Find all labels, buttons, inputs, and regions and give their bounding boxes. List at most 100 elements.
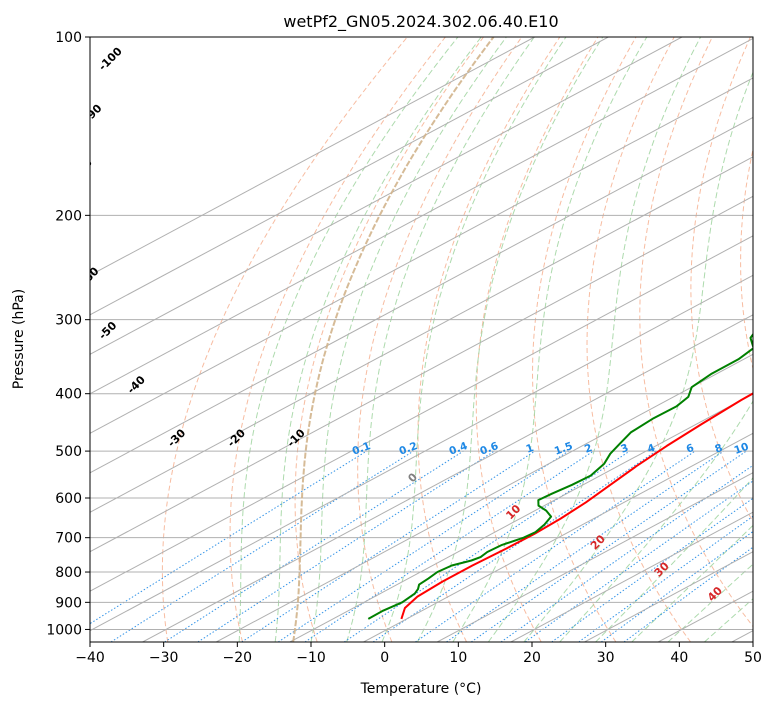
isotherm-line <box>90 156 753 513</box>
mixing-ratio-label: 0.2 <box>398 440 420 458</box>
mixing-ratio-line <box>277 450 569 642</box>
mixing-ratio-line <box>500 464 753 642</box>
y-tick-label: 200 <box>55 208 82 224</box>
mixing-ratio-line <box>164 450 464 642</box>
mixing-ratio-label: 3 <box>619 442 630 456</box>
y-axis-label: Pressure (hPa) <box>11 289 27 389</box>
temperature-line <box>400 392 753 620</box>
moist-adiabat-line <box>559 400 753 642</box>
adiabat-labels: -100-90-80-70-60-50-40-30 -20 -10 0.1 0.2 0.4… <box>72 44 775 604</box>
isotherm-line <box>90 274 753 632</box>
isotherm-line <box>90 195 753 553</box>
dry-adiabat-line <box>639 37 753 628</box>
dewpoint-line <box>367 332 753 620</box>
isotherm-line <box>363 432 753 642</box>
x-tick-label: 10 <box>449 650 467 666</box>
x-tick-label: −40 <box>75 650 105 666</box>
moist-adiabat-line <box>310 37 507 642</box>
isotherm-line <box>90 116 753 474</box>
isotherm-line <box>510 511 753 642</box>
dry-adiabat-line <box>417 37 561 642</box>
plot-frame <box>89 36 754 643</box>
moist-adiabat-line <box>346 37 535 642</box>
dry-adiabat-label: -50 <box>96 319 119 342</box>
isotherm-line <box>657 590 753 642</box>
mixing-ratio-line <box>197 450 495 642</box>
mixing-ratio-line <box>600 530 753 642</box>
x-tick-label: 40 <box>670 650 688 666</box>
dry-adiabat-line <box>357 37 523 642</box>
mixing-ratio-label: 13 <box>760 441 775 457</box>
y-tick-label: 400 <box>55 387 82 403</box>
dry-adiabat-line <box>740 147 753 371</box>
isotherm-line <box>289 393 753 642</box>
isotherm-line <box>90 77 753 434</box>
dry-adiabat-label: -80 <box>72 156 95 179</box>
background-lines <box>90 37 753 642</box>
isotherm-line <box>90 37 683 355</box>
isotherm-line <box>216 353 753 642</box>
dry-adiabat-label: -10 <box>285 426 308 449</box>
mixing-ratio-line <box>304 450 594 642</box>
dry-adiabat-label: -40 <box>125 373 148 396</box>
dry-adiabat-line <box>161 37 408 642</box>
mixing-ratio-label: 2 <box>583 442 594 456</box>
x-axis: −40 −30 −20 −10 0 10 20 30 40 50 <box>75 642 762 666</box>
moist-adiabat-label: 30 <box>652 559 672 579</box>
mixing-ratio-label: 6 <box>685 442 696 456</box>
dry-adiabat-line <box>475 37 599 642</box>
plot-area: -100-90-80-70-60-50-40-30 -20 -10 0.1 0.2 0.4… <box>72 37 775 642</box>
moist-adiabat-line <box>274 37 482 642</box>
mixing-ratio-line <box>343 450 630 642</box>
x-axis-label: Temperature (°C) <box>360 681 482 697</box>
y-axis: 100 200 300 400 500 600 700 800 900 1000 <box>46 30 90 638</box>
moist-adiabat-label: 10 <box>503 502 523 522</box>
y-tick-label: 900 <box>55 595 82 611</box>
mixing-ratio-label: 1 <box>524 442 535 456</box>
dry-adiabat-label: -100 <box>96 44 125 73</box>
isotherm-line <box>90 37 535 276</box>
x-tick-label: 50 <box>744 650 762 666</box>
moist-adiabat-line <box>487 37 702 642</box>
parcel-profile-line <box>292 37 495 642</box>
isotherm-line <box>437 472 753 642</box>
mixing-ratio-line <box>470 450 747 642</box>
moist-adiabat-label: 40 <box>705 584 725 604</box>
series-group <box>367 332 753 620</box>
mixing-ratio-label: 0.4 <box>448 440 470 458</box>
dry-adiabat-label: -60 <box>78 264 101 287</box>
mixing-ratio-line <box>415 450 696 642</box>
mixing-ratio-line <box>551 497 753 642</box>
isotherm-line <box>90 37 609 316</box>
moist-adiabat-line <box>238 37 459 642</box>
mixing-ratio-line <box>524 480 753 642</box>
dry-adiabat-label: -30 <box>165 426 188 449</box>
moist-adiabat-line <box>381 37 567 642</box>
dry-adiabat-line <box>294 37 484 642</box>
dry-adiabat-line <box>586 37 692 642</box>
x-tick-label: 20 <box>523 650 541 666</box>
dry-adiabat-line <box>229 37 446 642</box>
moist-adiabat-line <box>595 477 753 642</box>
moist-adiabat-label: 0 <box>405 470 420 485</box>
y-tick-label: 1000 <box>46 622 82 638</box>
y-tick-label: 300 <box>55 313 82 329</box>
x-tick-label: 0 <box>380 650 389 666</box>
y-tick-label: 500 <box>55 444 82 460</box>
chart-title: wetPf2_GN05.2024.302.06.40.E10 <box>283 12 558 32</box>
mixing-ratio-label: 0.6 <box>478 440 500 458</box>
y-tick-label: 600 <box>55 491 82 507</box>
y-tick-label: 800 <box>55 565 82 581</box>
y-tick-label: 700 <box>55 531 82 547</box>
mixing-ratio-label: 0.1 <box>351 440 373 458</box>
mixing-ratio-line <box>446 450 724 642</box>
moist-adiabat-line <box>452 37 648 642</box>
mixing-ratio-line <box>110 450 414 642</box>
x-tick-label: −30 <box>149 650 179 666</box>
isotherm-line <box>90 235 753 592</box>
dry-adiabat-line <box>690 37 753 523</box>
dry-adiabat-line <box>531 37 637 642</box>
moist-adiabat-line <box>523 70 753 642</box>
mixing-ratio-line <box>90 450 367 625</box>
